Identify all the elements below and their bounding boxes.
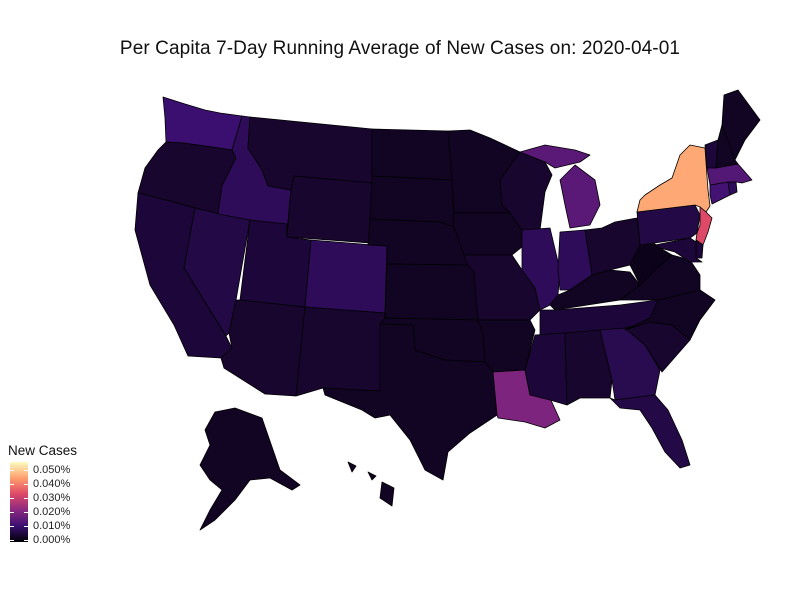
legend-label: 0.010% [33,520,71,532]
state-nh [715,124,739,169]
state-il [521,227,561,311]
legend-title: New Cases [8,443,78,458]
legend-label: 0.050% [33,464,71,476]
legend: New Cases 0.050% 0.040% 0.030% 0.020% 0.… [8,443,78,546]
state-me [721,89,761,161]
state-tx [322,323,498,481]
legend-color-bar [10,462,28,542]
state-nd [371,128,453,181]
state-fl [609,394,691,469]
legend-label: 0.040% [33,478,71,490]
state-ky [549,269,641,311]
state-wy [286,175,373,244]
state-wa [162,96,243,151]
state-ri [727,181,738,196]
state-ia [453,212,523,256]
state-ks [384,263,479,321]
state-ny [636,144,711,213]
legend-label: 0.000% [33,534,71,546]
state-mo [463,254,541,321]
legend-label: 0.030% [33,492,71,504]
state-nm [295,306,386,397]
map-title: Per Capita 7-Day Running Average of New … [119,38,681,59]
state-ct [709,181,731,205]
state-hi [347,461,395,507]
state-az [220,299,306,397]
state-mi [519,144,601,229]
legend-body: 0.050% 0.040% 0.030% 0.020% 0.010% 0.000… [8,462,77,546]
legend-label: 0.020% [33,506,71,518]
states-layer [134,89,761,531]
state-co [304,239,388,314]
state-md [654,237,703,263]
state-ak [199,407,301,531]
state-ma [706,163,753,186]
